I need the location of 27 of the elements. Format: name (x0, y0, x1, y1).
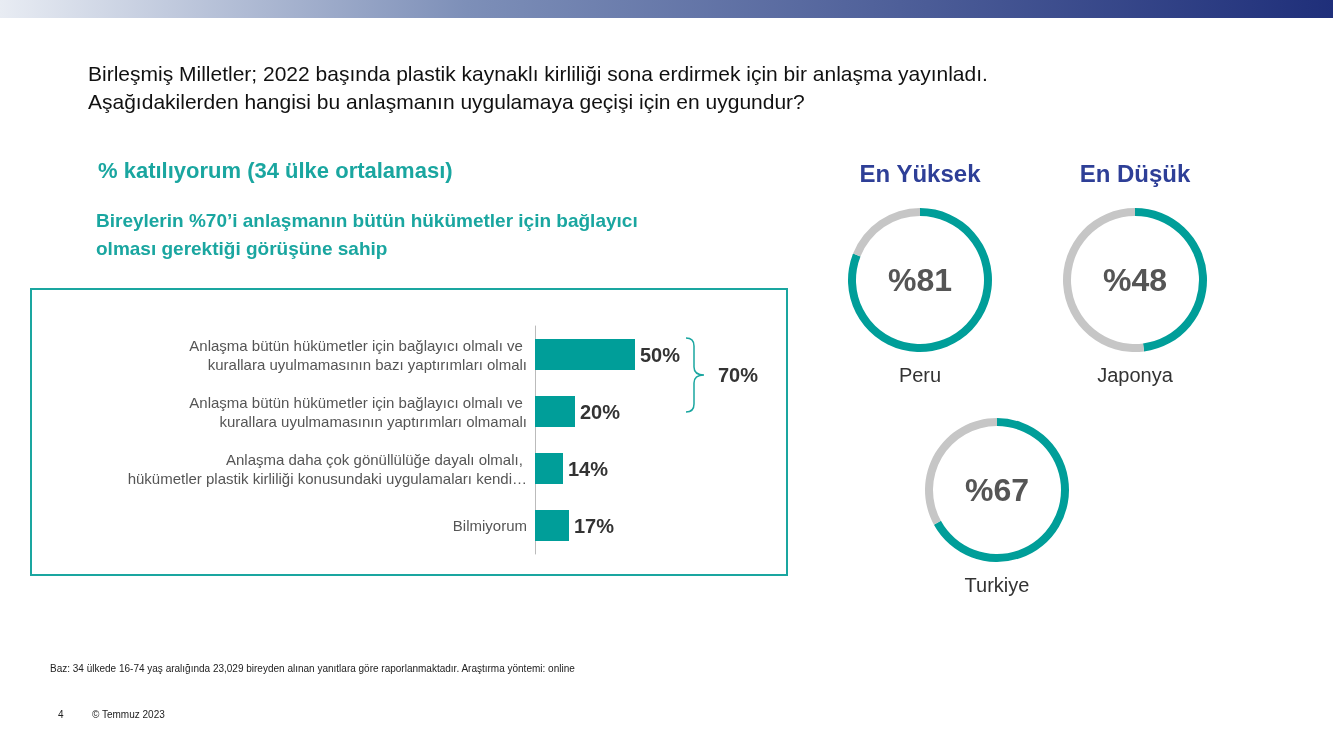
text: % katılıyorum (34 ülke ortalaması) (98, 158, 453, 184)
data-label: %81 (887, 262, 953, 298)
data-label: 50% (640, 343, 681, 366)
chart-title: En Düşük (1078, 160, 1192, 188)
text: 4 (58, 709, 64, 720)
chart-title: Birleşmiş Milletler; 2022 başında plastik kaynaklı kirliliği sona erdirmek için bir anlaşma yayınladı. Aşağıdakilerden hangisi bu anlaşmanın uygulamaya geçişi için en uygundur? (88, 61, 989, 115)
text: Baz: 34 ülkede 16-74 yaş aralığında 23,029 bireyden alınan yanıtlara göre raporlanmaktadır. Araştırma yöntemi: online (50, 663, 575, 674)
data-label: 14% (568, 457, 609, 480)
bar (535, 339, 635, 370)
data-label: %48 (1102, 262, 1168, 298)
text: © Temmuz 2023 (92, 709, 165, 720)
data-label: %67 (964, 472, 1030, 508)
data-label: 17% (574, 514, 615, 537)
bar (535, 510, 569, 541)
y-tick-label: Anlaşma bütün hükümetler için bağlayıcı olmalı ve kurallara uyulmamasının bazı yaptırımları olmalı (189, 336, 527, 373)
chart-title: En Yüksek (858, 160, 982, 188)
text: Japonya (1096, 364, 1174, 387)
text: Turkiye (963, 574, 1031, 597)
data-label: 20% (580, 400, 621, 423)
bar (535, 453, 563, 484)
y-tick-label: Anlaşma daha çok gönüllülüğe dayalı olmalı, hükümetler plastik kirliliği konusundaki uygulamaları kendi… (127, 450, 527, 487)
text: Bireylerin %70’i anlaşmanın bütün hükümetler için bağlayıcı olması gerektiği görüşüne sahip (96, 209, 639, 261)
text: Peru (897, 364, 943, 387)
bar (535, 396, 575, 427)
y-tick-label: Anlaşma bütün hükümetler için bağlayıcı olmalı ve kurallara uyulmamasının yaptırımları olmamalı (189, 393, 527, 430)
text: 70% (718, 364, 759, 387)
y-tick-label: Bilmiyorum (452, 517, 527, 534)
